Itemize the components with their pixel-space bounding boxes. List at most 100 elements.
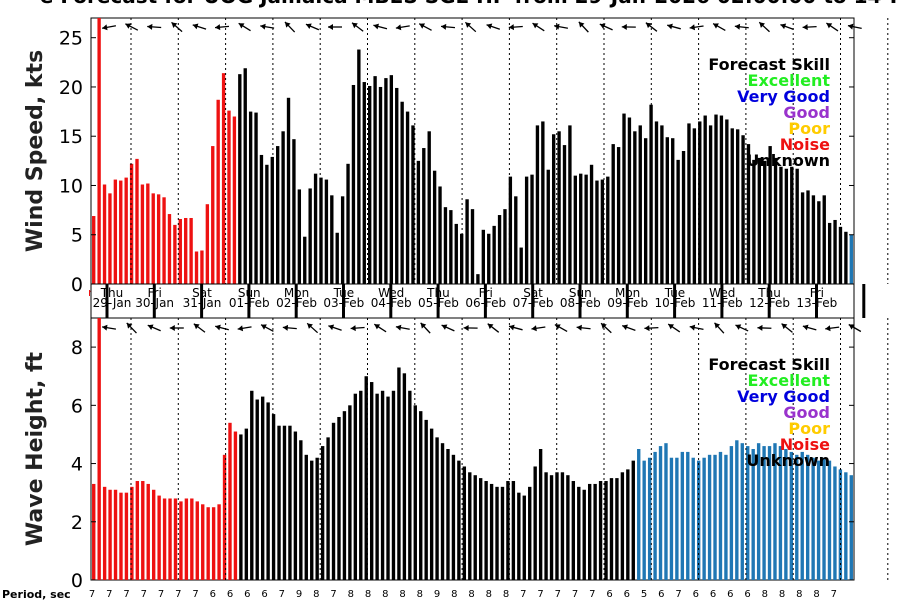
- wave-bar: [822, 458, 825, 580]
- wind-bar: [714, 115, 717, 284]
- wind-direction-arrow: [847, 23, 862, 32]
- wave-direction-arrow: [305, 321, 319, 335]
- wind-y-tick-label: 5: [71, 225, 83, 247]
- period-value: 8: [468, 589, 474, 600]
- wind-direction-arrow: [757, 20, 771, 34]
- wind-bar: [352, 85, 355, 284]
- wave-bar: [528, 487, 531, 580]
- period-value: 6: [624, 589, 630, 600]
- wind-bar: [260, 155, 263, 284]
- wave-bar: [114, 490, 117, 580]
- wave-bar: [533, 466, 536, 580]
- period-value: 8: [503, 589, 509, 600]
- wind-bar: [222, 73, 225, 284]
- wave-bar: [141, 481, 144, 580]
- wave-direction-arrow: [395, 324, 410, 332]
- wind-bar: [346, 164, 349, 284]
- wave-bar: [348, 405, 351, 580]
- period-value: 7: [555, 589, 561, 600]
- wind-bar: [639, 125, 642, 284]
- wave-bar: [452, 455, 455, 580]
- wave-direction-arrow: [327, 323, 342, 333]
- period-value: 6: [710, 589, 716, 600]
- wind-bar: [206, 204, 209, 284]
- wind-direction-arrow: [237, 21, 252, 34]
- wind-bar: [741, 135, 744, 284]
- wave-bar: [479, 478, 482, 580]
- period-value: 7: [831, 589, 837, 600]
- chart-title: e Forecast for UOG Jamaica MBES SGE HP f…: [40, 0, 900, 8]
- wave-bar: [708, 455, 711, 580]
- wave-bar: [550, 475, 553, 580]
- wave-bar: [637, 449, 640, 580]
- wind-bar: [666, 137, 669, 284]
- wind-direction-arrow: [689, 23, 704, 31]
- wave-bar: [544, 472, 547, 580]
- wave-bar: [806, 455, 809, 580]
- wave-bar: [125, 493, 128, 580]
- wind-bar: [179, 219, 182, 284]
- wave-bar: [315, 458, 318, 580]
- wind-direction-arrow: [599, 21, 614, 32]
- wind-direction-arrow: [825, 21, 840, 34]
- wind-bar: [633, 131, 636, 284]
- wave-bar: [844, 472, 847, 580]
- wind-bar: [622, 114, 625, 284]
- wave-direction-arrow: [486, 321, 501, 334]
- wave-bar: [801, 452, 804, 580]
- wave-bar: [468, 472, 471, 580]
- wave-bar: [97, 318, 100, 580]
- day-date: 29-Jan: [93, 296, 132, 310]
- wind-bar: [325, 180, 328, 284]
- wave-bar: [326, 437, 329, 580]
- wave-bar: [206, 507, 209, 580]
- wind-bar: [806, 190, 809, 284]
- wave-bar: [217, 504, 220, 580]
- wave-bar: [572, 481, 575, 580]
- wave-direction-arrow: [214, 323, 229, 332]
- wave-direction-arrow: [283, 324, 297, 331]
- wave-bar: [692, 458, 695, 580]
- wave-bar: [566, 475, 569, 580]
- wave-bar: [136, 481, 139, 580]
- wind-bar: [557, 131, 560, 284]
- wave-bar: [403, 373, 406, 580]
- wave-bar: [446, 449, 449, 580]
- wind-bar: [97, 18, 100, 284]
- wave-bar: [354, 394, 357, 580]
- period-value: 9: [434, 589, 440, 600]
- wind-direction-arrow: [373, 22, 388, 31]
- period-value: 7: [589, 589, 595, 600]
- wind-direction-arrow: [644, 20, 659, 33]
- wave-bar: [561, 472, 564, 580]
- wave-bar: [386, 397, 389, 580]
- wind-bar: [130, 164, 133, 284]
- wind-bar: [357, 50, 360, 284]
- wave-direction-arrow: [170, 325, 184, 331]
- wave-bar: [632, 461, 635, 580]
- wave-bar: [675, 458, 678, 580]
- wave-bar: [168, 498, 171, 580]
- wind-direction-arrow: [215, 23, 229, 30]
- wind-bar: [552, 134, 555, 284]
- wind-bar: [574, 176, 577, 284]
- wind-bar: [341, 196, 344, 284]
- wave-bar: [599, 481, 602, 580]
- wave-y-tick-label: 6: [71, 395, 83, 417]
- wind-day-label-strip: nowThu29-JanFri30-JanSat31-JanSun01-FebM…: [88, 284, 864, 318]
- wind-direction-arrow: [779, 22, 794, 32]
- wind-bar: [281, 131, 284, 284]
- wave-bar: [724, 455, 727, 580]
- wave-direction-arrow: [508, 323, 523, 332]
- wind-bar: [833, 220, 836, 284]
- period-value: 5: [641, 589, 647, 600]
- wave-bar: [604, 481, 607, 580]
- wind-y-tick-label: 0: [71, 274, 83, 296]
- period-value: 8: [348, 589, 354, 600]
- wind-bar: [173, 225, 176, 284]
- wave-y-axis-label: Wave Height, ft: [23, 351, 48, 546]
- wind-bar: [752, 160, 755, 284]
